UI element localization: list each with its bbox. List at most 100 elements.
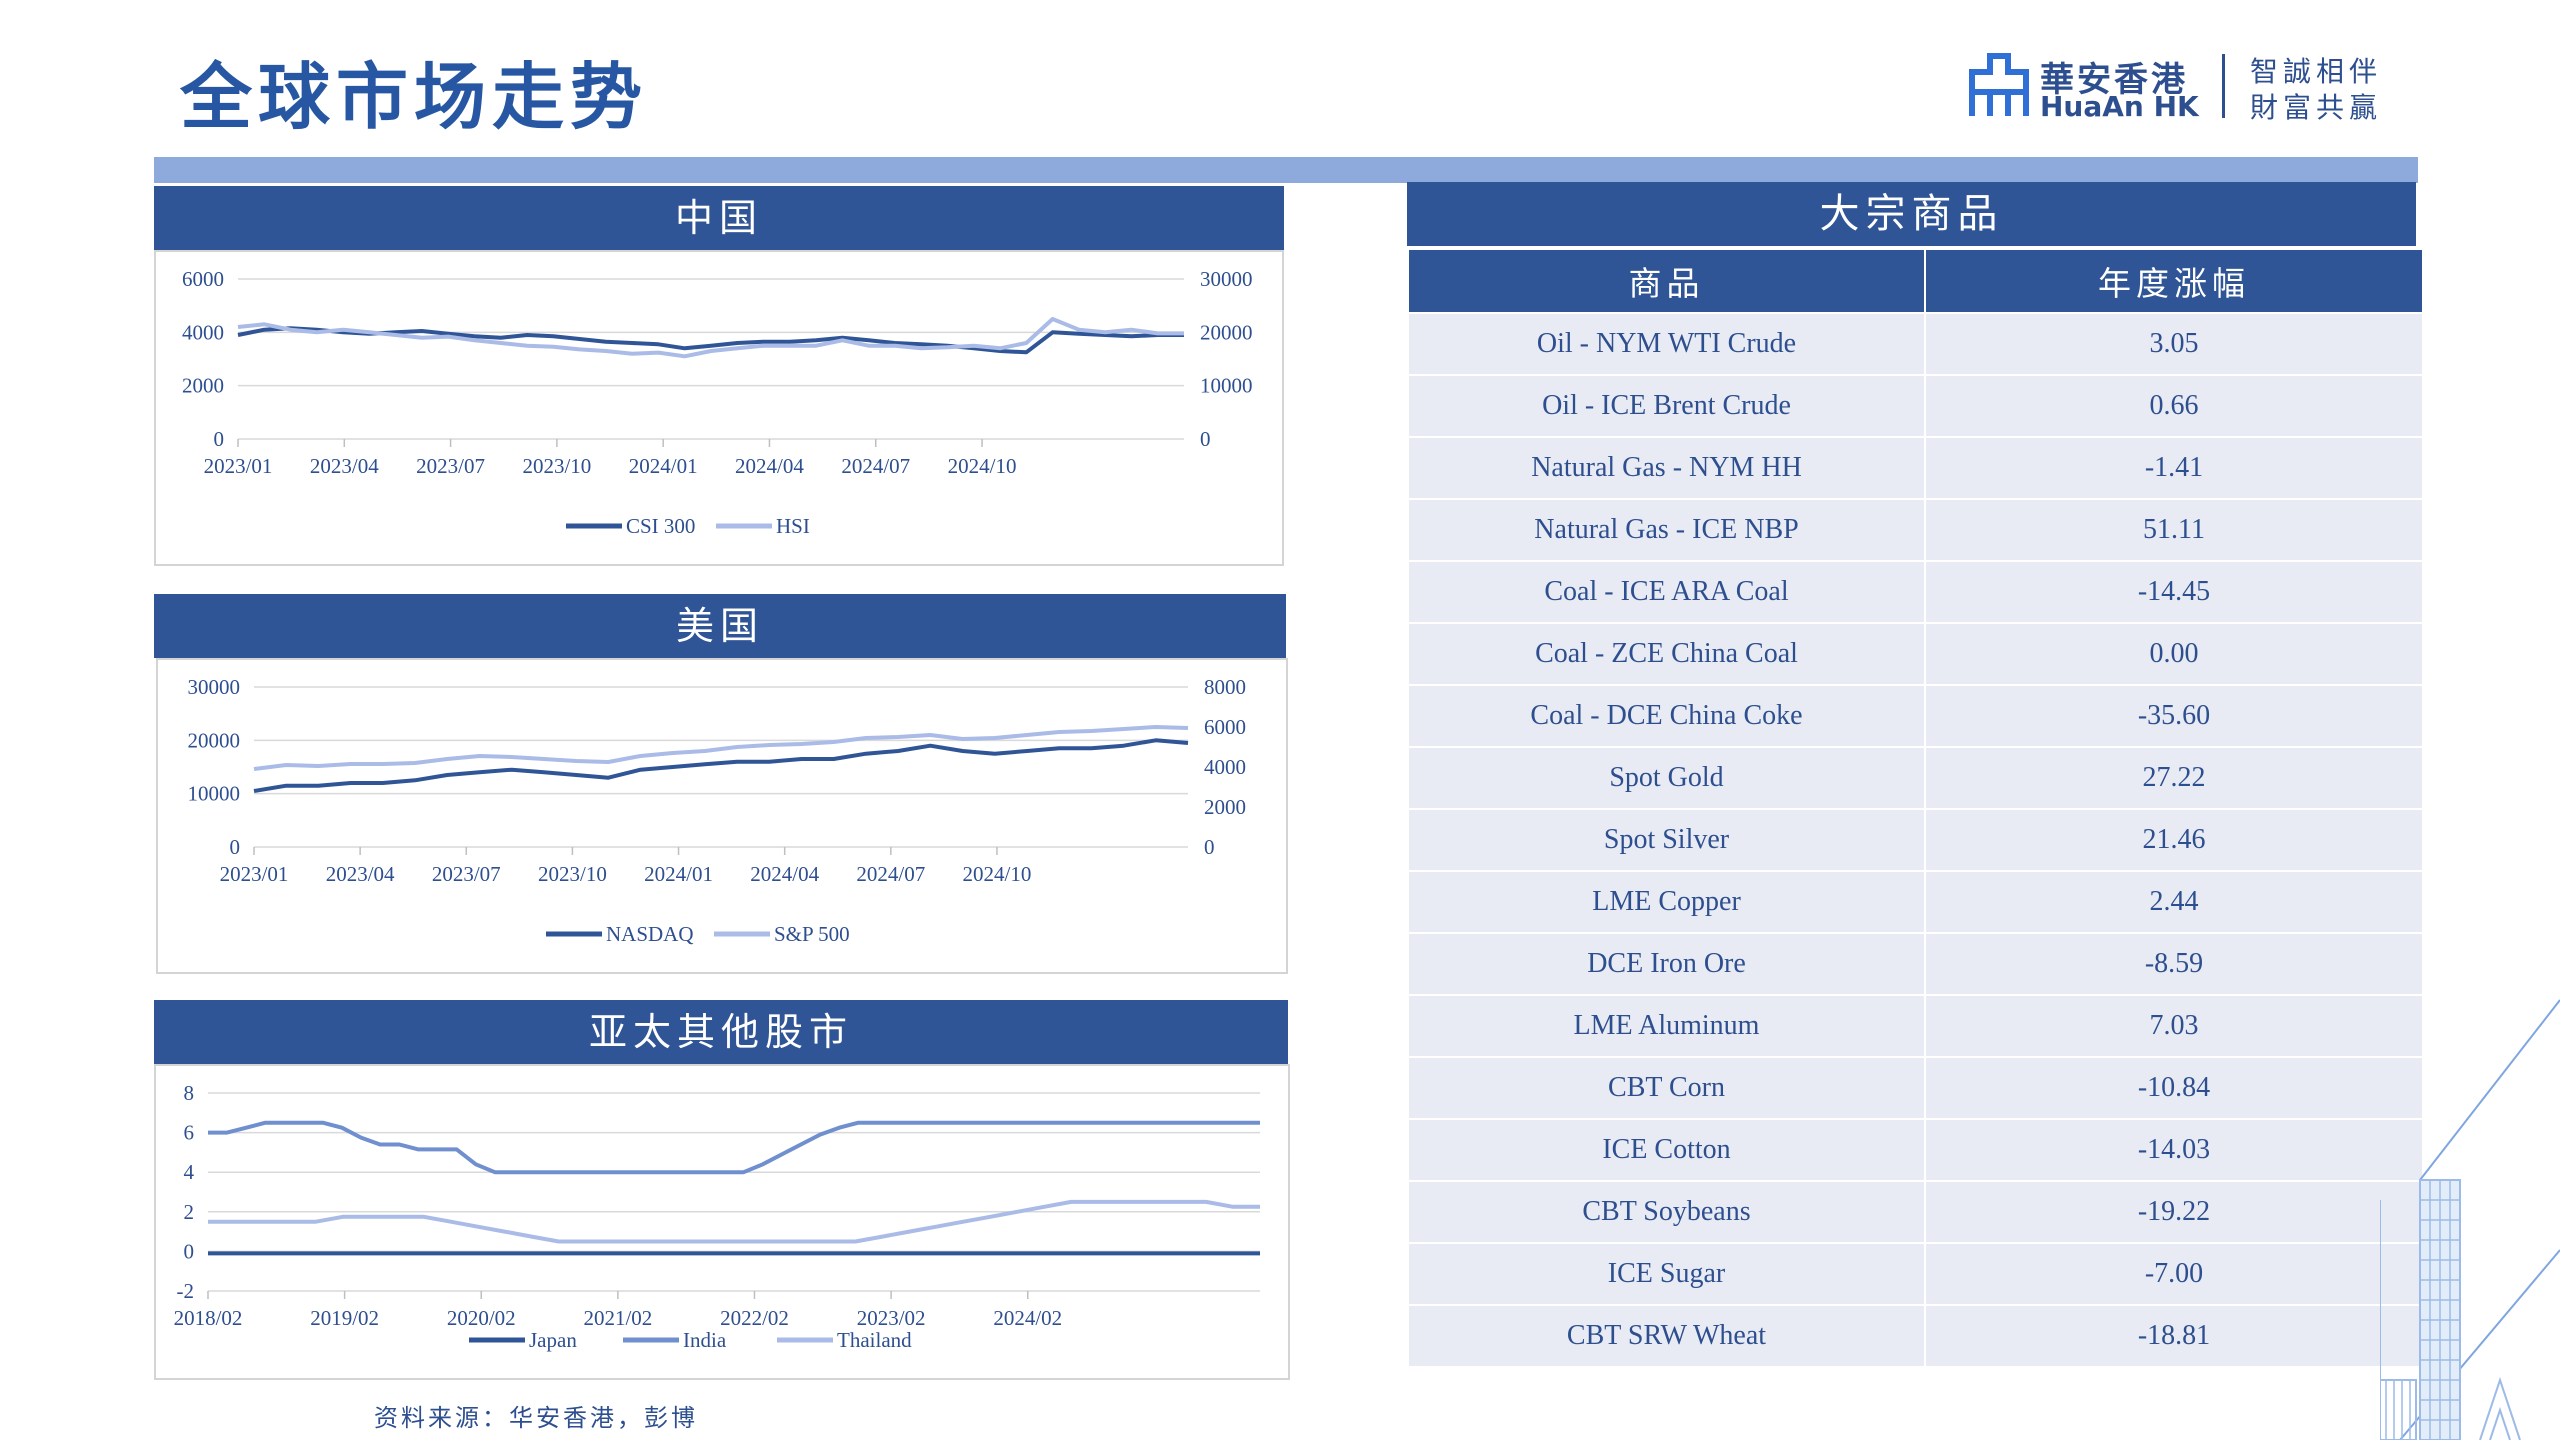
y-left-tick-label: 30000 [188, 675, 241, 699]
commodity-name-cell: DCE Iron Ore [1407, 932, 1926, 996]
commodity-name-cell: Spot Silver [1407, 808, 1926, 872]
table-row: Spot Silver 21.46 [1407, 808, 2424, 872]
commodity-name-cell: Coal - ZCE China Coal [1407, 622, 1926, 686]
annual-change-cell: 0.66 [1924, 374, 2424, 438]
y-right-tick-label: 6000 [1204, 715, 1246, 739]
y-right-tick-label: 2000 [1204, 795, 1246, 819]
x-tick-label: 2023/02 [857, 1306, 926, 1330]
y-left-tick-label: 2 [184, 1200, 195, 1224]
commodity-name-cell: Spot Gold [1407, 746, 1926, 810]
y-right-tick-label: 0 [1204, 835, 1215, 859]
x-tick-label: 2024/01 [629, 454, 698, 478]
series-line-nasdaq [253, 738, 1189, 793]
table-row: CBT Corn -10.84 [1407, 1056, 2424, 1120]
commodity-name-cell: LME Aluminum [1407, 994, 1926, 1058]
commodity-name-cell: Coal - DCE China Coke [1407, 684, 1926, 748]
x-tick-label: 2018/02 [174, 1306, 243, 1330]
y-left-tick-label: 4 [184, 1160, 195, 1184]
x-tick-label: 2024/04 [750, 862, 819, 886]
column-header-commodity: 商品 [1407, 248, 1926, 314]
table-row: LME Aluminum 7.03 [1407, 994, 2424, 1058]
commodities-table: 商品 年度涨幅 Oil - NYM WTI Crude 3.05 Oil - ICE… [1407, 248, 2424, 1368]
top-band [154, 157, 2418, 183]
x-tick-label: 2023/01 [204, 454, 273, 478]
y-left-tick-label: 10000 [188, 782, 241, 806]
legend-label-nasdaq: NASDAQ [606, 922, 694, 946]
apac-line-chart: -2 0 2 4 6 8 2018/02 2019/02 2020/02 2021/02 2022/… [174, 1081, 1260, 1352]
x-tick-label: 2024/10 [948, 454, 1017, 478]
x-tick-label: 2020/02 [447, 1306, 516, 1330]
annual-change-cell: 0.00 [1924, 622, 2424, 686]
y-left-tick-label: 6 [184, 1121, 195, 1145]
legend-label-hsi: HSI [776, 514, 810, 538]
y-left-tick-label: 2000 [182, 374, 224, 398]
column-header-annual-change: 年度涨幅 [1924, 248, 2424, 314]
annual-change-cell: -19.22 [1924, 1180, 2424, 1244]
annual-change-cell: -14.03 [1924, 1118, 2424, 1182]
series-line-csi-300 [237, 326, 1184, 355]
series-line-thailand [208, 1199, 1260, 1244]
legend-label-japan: Japan [529, 1328, 577, 1352]
x-tick-label: 2021/02 [583, 1306, 652, 1330]
commodity-name-cell: CBT SRW Wheat [1407, 1304, 1926, 1368]
logo-name-en: HuaAn HK [2040, 90, 2199, 123]
table-row: LME Copper 2.44 [1407, 870, 2424, 934]
table-row: Natural Gas - ICE NBP 51.11 [1407, 498, 2424, 562]
usa-chart-panel [156, 658, 1288, 974]
x-tick-label: 2024/07 [841, 454, 910, 478]
x-tick-label: 2023/04 [326, 862, 395, 886]
y-left-tick-label: 0 [214, 427, 225, 451]
y-left-tick-label: 4000 [182, 320, 224, 344]
legend-label-csi-300: CSI 300 [626, 514, 695, 538]
table-row: ICE Cotton -14.03 [1407, 1118, 2424, 1182]
table-row: Oil - NYM WTI Crude 3.05 [1407, 312, 2424, 376]
annual-change-cell: -7.00 [1924, 1242, 2424, 1306]
x-tick-label: 2023/04 [310, 454, 379, 478]
y-left-tick-label: 6000 [182, 267, 224, 291]
y-left-tick-label: 0 [230, 835, 241, 859]
source-note: 资料来源：华安香港，彭博 [374, 1404, 698, 1432]
x-tick-label: 2024/02 [993, 1306, 1062, 1330]
series-line-s-p-500 [253, 725, 1189, 771]
x-tick-label: 2023/07 [416, 454, 485, 478]
table-row: Spot Gold 27.22 [1407, 746, 2424, 810]
table-row: Coal - ICE ARA Coal -14.45 [1407, 560, 2424, 624]
y-right-tick-label: 20000 [1200, 320, 1253, 344]
annual-change-cell: 3.05 [1924, 312, 2424, 376]
x-tick-label: 2023/07 [432, 862, 501, 886]
y-right-tick-label: 30000 [1200, 267, 1253, 291]
slide-title: 全球市场走势 [180, 54, 649, 139]
series-line-india [208, 1120, 1260, 1175]
commodity-name-cell: LME Copper [1407, 870, 1926, 934]
usa-panel-header: 美国 [154, 594, 1286, 658]
commodity-name-cell: Coal - ICE ARA Coal [1407, 560, 1926, 624]
apac-chart-panel [154, 1064, 1290, 1380]
y-right-tick-label: 4000 [1204, 755, 1246, 779]
y-left-tick-label: 20000 [188, 728, 241, 752]
x-tick-label: 2019/02 [310, 1306, 379, 1330]
commodity-name-cell: Oil - NYM WTI Crude [1407, 312, 1926, 376]
x-tick-label: 2024/07 [856, 862, 925, 886]
commodity-name-cell: Oil - ICE Brent Crude [1407, 374, 1926, 438]
table-row: Coal - ZCE China Coal 0.00 [1407, 622, 2424, 686]
y-right-tick-label: 8000 [1204, 675, 1246, 699]
legend-label-thailand: Thailand [837, 1328, 912, 1352]
logo-tagline-1: 智誠相伴 [2250, 55, 2383, 88]
x-tick-label: 2022/02 [720, 1306, 789, 1330]
commodity-name-cell: Natural Gas - ICE NBP [1407, 498, 1926, 562]
table-row: Coal - DCE China Coke -35.60 [1407, 684, 2424, 748]
logo-divider [2222, 54, 2225, 118]
y-right-tick-label: 0 [1200, 427, 1211, 451]
commodity-name-cell: Natural Gas - NYM HH [1407, 436, 1926, 500]
annual-change-cell: 2.44 [1924, 870, 2424, 934]
legend-label-s-p-500: S&P 500 [774, 922, 850, 946]
huaan-logo-icon [1969, 53, 2029, 116]
logo-name-cn: 華安香港 [2040, 60, 2188, 100]
commodities-title: 大宗商品 [1407, 182, 2416, 246]
annual-change-cell: 21.46 [1924, 808, 2424, 872]
table-row: CBT Soybeans -19.22 [1407, 1180, 2424, 1244]
table-header-row: 商品 年度涨幅 [1407, 248, 2424, 314]
china-chart-panel [154, 250, 1284, 566]
commodity-name-cell: ICE Sugar [1407, 1242, 1926, 1306]
x-tick-label: 2023/10 [522, 454, 591, 478]
